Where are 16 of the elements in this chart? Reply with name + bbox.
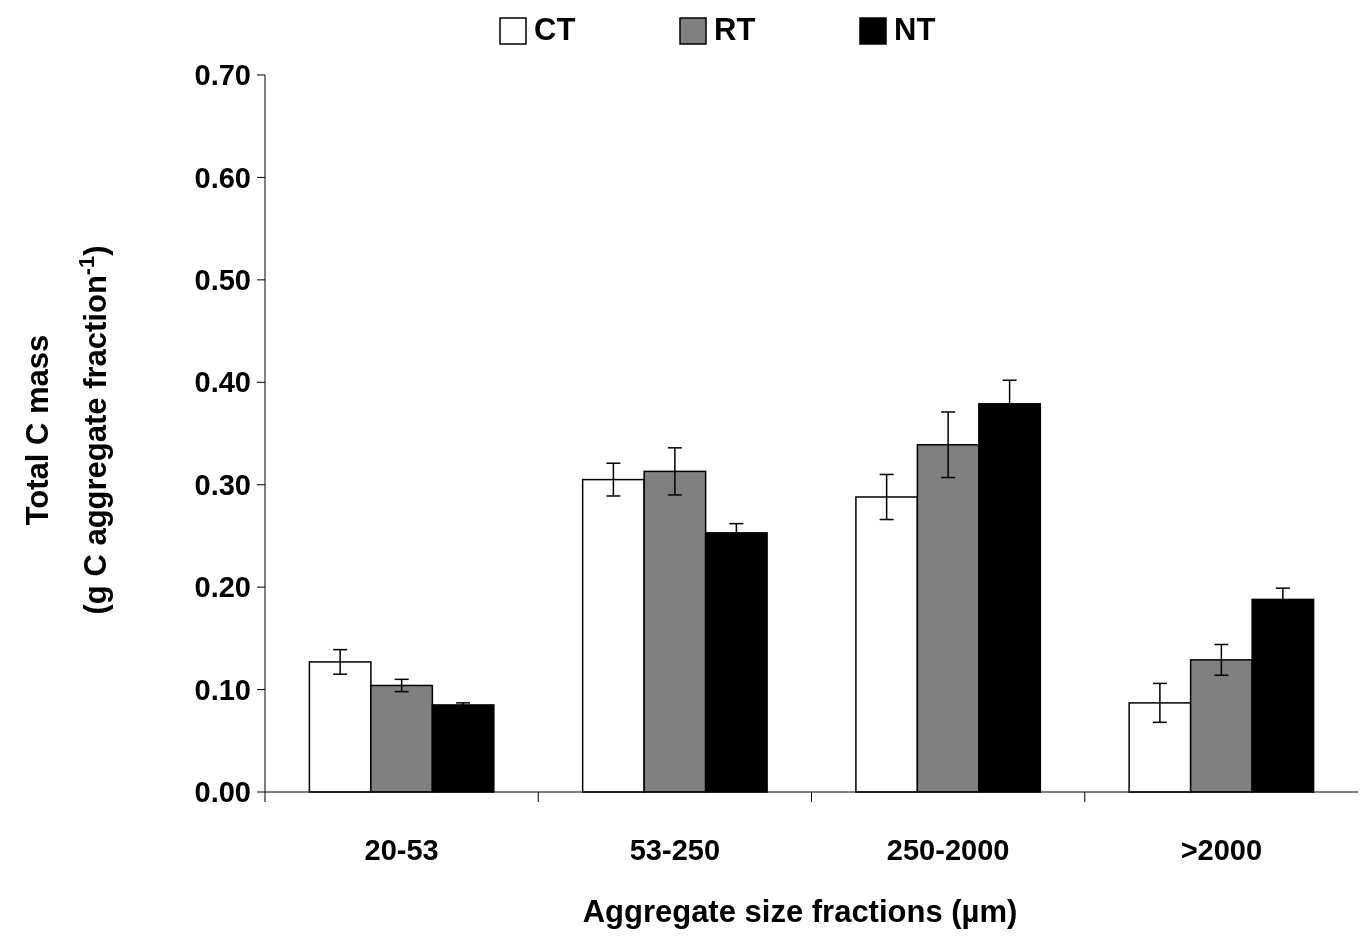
y-tick-label: 0.60 [194,161,251,194]
y-tick-label: 0.40 [194,366,251,399]
legend-label: RT [714,12,756,47]
x-tick-label: 20-53 [364,834,439,866]
y-tick-label: 0.00 [194,776,251,809]
y-tick-label: 0.20 [194,571,251,604]
x-tick-label: 53-250 [629,834,721,866]
legend-label: NT [894,12,936,47]
y-tick-label: 0.50 [194,264,251,297]
x-axis-title: Aggregate size fractions (µm) [582,894,1018,929]
y-tick-label: 0.70 [194,59,251,92]
x-tick-label: >2000 [1180,834,1263,866]
y-tick-label: 0.30 [194,468,251,501]
y-tick-label: 0.10 [194,673,251,706]
legend-label: CT [534,12,576,47]
x-tick-label: 250-2000 [886,834,1010,866]
